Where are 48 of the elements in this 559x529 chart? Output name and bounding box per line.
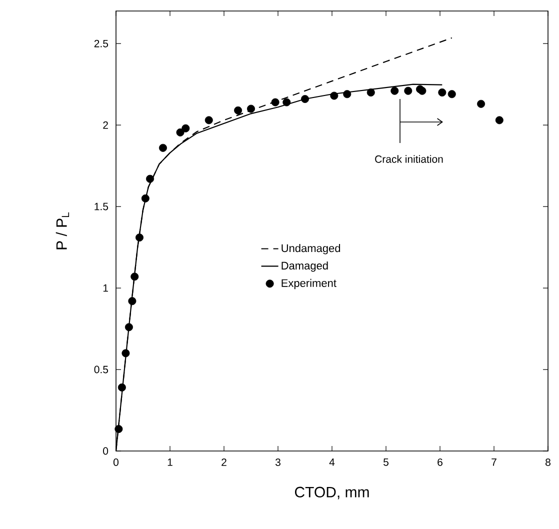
point: [204, 116, 213, 124]
point: [330, 92, 338, 100]
x-tick-label: 5: [384, 458, 388, 466]
point: [448, 90, 456, 98]
legend-label: Undamaged: [282, 244, 340, 254]
point: [438, 88, 446, 96]
point: [404, 86, 412, 95]
point: [176, 128, 184, 136]
point: [118, 383, 126, 392]
point: [477, 100, 486, 108]
point: [282, 98, 291, 106]
annotation: Crack initiation: [375, 155, 443, 163]
point: [234, 106, 242, 114]
x-tick-label: 6: [438, 458, 442, 466]
x-tick-label: 7: [492, 458, 496, 466]
point: [182, 124, 190, 132]
point: [247, 104, 255, 113]
point: [343, 90, 352, 98]
point: [495, 116, 504, 124]
point: [146, 174, 154, 183]
x-tick-label: 8: [546, 458, 550, 466]
x-tick-label: 4: [329, 458, 335, 466]
x-tick-label: 2: [222, 458, 226, 466]
point: [124, 323, 133, 332]
point: [122, 349, 130, 358]
point: [366, 88, 375, 96]
y-tick-label: 1.5: [94, 202, 108, 210]
point: [158, 144, 167, 152]
point: [128, 297, 136, 306]
point: [271, 98, 280, 106]
point: [301, 95, 309, 103]
x-tick-label: 1: [168, 458, 172, 466]
legend-label: Experiment: [282, 278, 336, 290]
x-axis-title: CTOD, mm: [294, 486, 369, 500]
y-tick-label: 0.5: [94, 366, 108, 374]
legend-label: Damaged: [282, 261, 328, 272]
point: [130, 272, 139, 281]
y-tick-label: 2: [103, 121, 108, 129]
point: [141, 194, 150, 202]
point: [114, 425, 123, 433]
x-tick-label: 0: [113, 458, 118, 466]
y-axis-title: P / P$_{L}$: [56, 212, 70, 250]
y-tick-label: 2.5: [94, 40, 108, 48]
y-tick-label: 1: [103, 284, 108, 292]
x-tick-label: 3: [275, 458, 280, 466]
y-tick-label: 0: [103, 447, 108, 455]
point: [135, 234, 144, 242]
point: [390, 86, 399, 95]
